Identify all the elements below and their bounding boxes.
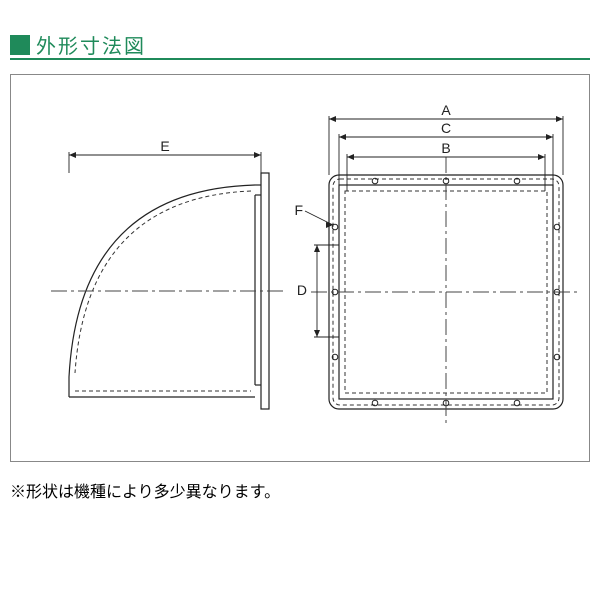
footnote-text: ※形状は機種により多少異なります。 (10, 478, 280, 502)
diagram-frame: E ACB D F (10, 74, 590, 462)
dimension-diagram: E ACB D F (11, 75, 589, 461)
svg-text:E: E (160, 138, 169, 154)
page: 外形寸法図 E ACB D F ※形状は機種により多少異なります。 (0, 0, 600, 600)
title-text: 外形寸法図 (36, 30, 146, 59)
svg-text:B: B (441, 140, 450, 156)
svg-text:D: D (297, 282, 307, 298)
svg-text:A: A (441, 102, 451, 118)
svg-text:C: C (441, 120, 451, 136)
title-bullet (10, 35, 30, 55)
svg-text:F: F (294, 202, 303, 218)
title-underline (10, 58, 590, 60)
section-title: 外形寸法図 (10, 30, 146, 59)
